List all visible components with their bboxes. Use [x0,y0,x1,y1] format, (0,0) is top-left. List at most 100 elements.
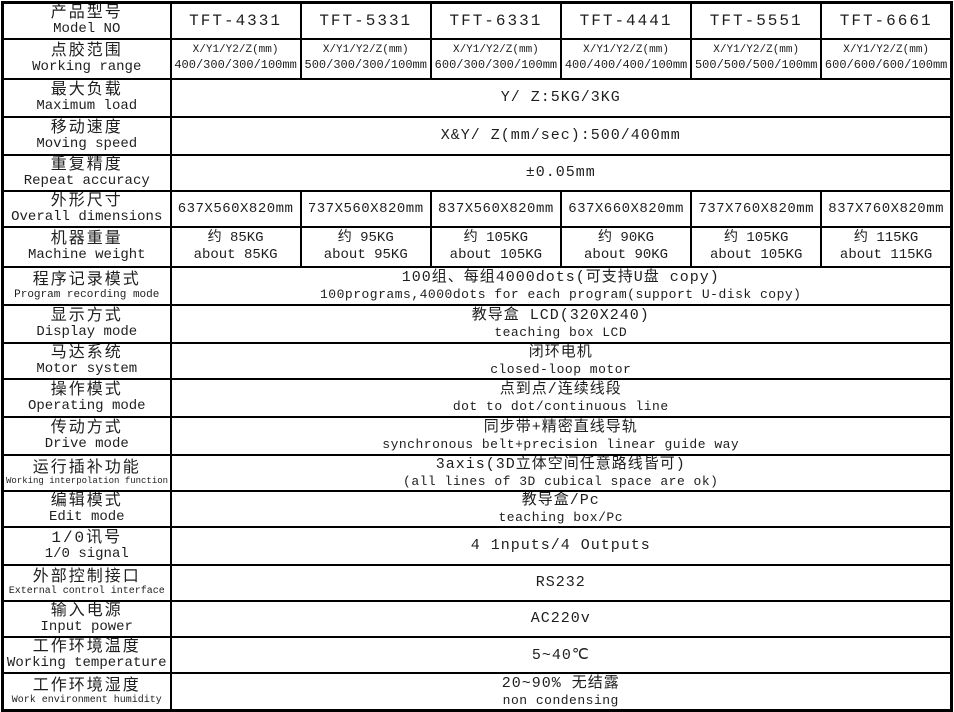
drive-mode-value: 同步带+精密直线导轨 synchronous belt+precision li… [169,415,953,456]
edit-mode-value: 教导盒/Pc teaching box/Pc [169,489,953,528]
value-line-2: closed-loop motor [490,361,632,377]
weight-en: about 95KG [323,247,408,264]
io-signal-value: 4 1nputs/4 Outputs [169,525,953,566]
row-label-en: Work environment humidity [11,695,162,706]
value-line-1: 3axis(3D立体空间任意路线皆可) [435,455,686,473]
row-label: 重复精度 Repeat accuracy [1,153,172,192]
weight-zh: 约 90KG [598,230,655,247]
row-label-zh: 产品型号 [50,4,123,22]
row-label-zh: 显示方式 [50,306,123,325]
row-io-signal: 1/0讯号 1/0 signal 4 1nputs/4 Outputs [1,525,953,566]
working-range-cell: X/Y1/Y2/Z(mm) 400/400/400/100mm [559,37,693,80]
row-label-en: Edit mode [48,509,125,526]
moving-speed-value: X&Y/ Z(mm/sec):500/400mm [169,115,953,156]
weight-zh: 约 115KG [853,230,919,247]
external-control-value: RS232 [169,563,953,602]
row-label: 外形尺寸 Overall dimensions [1,189,172,228]
row-label: 传动方式 Drive mode [1,415,172,456]
row-label-en: Input power [40,619,133,636]
dimensions-cell: 737X560X820mm [299,189,432,228]
dimensions-cell: 637X660X820mm [559,189,693,228]
working-temperature-value: 5~40℃ [169,635,953,674]
value-line-2: teaching box LCD [494,324,628,340]
weight-cell: 约 105KG about 105KG [690,225,823,268]
row-label-en: Moving speed [36,136,138,153]
row-label-zh: 程序记录模式 [32,270,141,289]
value-line-2: 100programs,4000dots for each program(su… [320,286,802,302]
working-range-cell: X/Y1/Y2/Z(mm) 600/600/600/100mm [820,37,953,80]
weight-en: about 105KG [449,247,543,264]
row-label-en: External control interface [8,586,165,598]
dimensions-cell: 837X560X820mm [429,189,562,228]
row-label: 操作模式 Operating mode [1,377,172,418]
weight-zh: 约 105KG [463,230,529,247]
display-mode-value: 教导盒 LCD(320X240) teaching box LCD [169,303,953,344]
row-label-en: Working interpolation function [6,476,169,487]
value-line-1: 100组、每组4000dots(可支持U盘 copy) [401,268,720,286]
row-label: 程序记录模式 Program recording mode [1,265,172,306]
range-axes: X/Y1/Y2/Z(mm) [583,44,669,57]
row-operating-mode: 操作模式 Operating mode 点到点/连续线段 dot to dot/… [1,377,953,418]
row-display-mode: 显示方式 Display mode 教导盒 LCD(320X240) teach… [1,303,953,344]
row-label: 马达系统 Motor system [1,341,172,380]
working-range-cell: X/Y1/Y2/Z(mm) 400/300/300/100mm [169,37,302,80]
row-label-en: Program recording mode [14,288,160,301]
row-model-no: 产品型号 Model NO TFT-4331 TFT-5331 TFT-6331… [1,1,953,40]
range-values: 500/300/300/100mm [304,58,427,73]
working-range-cell: X/Y1/Y2/Z(mm) 600/300/300/100mm [429,37,562,80]
weight-cell: 约 95KG about 95KG [299,225,432,268]
program-recording-value: 100组、每组4000dots(可支持U盘 copy) 100programs,… [169,265,953,306]
weight-cell: 约 90KG about 90KG [559,225,693,268]
row-label-zh: 传动方式 [50,418,123,437]
model-cell: TFT-6331 [429,1,562,40]
row-label-zh: 移动速度 [50,118,123,137]
row-label-zh: 机器重量 [50,229,123,248]
range-values: 400/300/300/100mm [174,58,297,73]
range-axes: X/Y1/Y2/Z(mm) [843,44,930,57]
row-drive-mode: 传动方式 Drive mode 同步带+精密直线导轨 synchronous b… [1,415,953,456]
range-values: 600/300/300/100mm [434,58,558,73]
row-overall-dimensions: 外形尺寸 Overall dimensions 637X560X820mm 73… [1,189,953,228]
row-label-zh: 外形尺寸 [50,191,123,210]
weight-en: about 85KG [193,247,278,264]
row-label: 外部控制接口 External control interface [1,563,172,602]
row-label: 工作环境湿度 Work environment humidity [1,671,172,712]
dimensions-cell: 637X560X820mm [169,189,302,228]
row-moving-speed: 移动速度 Moving speed X&Y/ Z(mm/sec):500/400… [1,115,953,156]
row-input-power: 输入电源 Input power AC220v [1,599,953,638]
row-maximum-load: 最大负载 Maximum load Y/ Z:5KG/3KG [1,77,953,118]
row-label-en: Motor system [36,361,138,378]
repeat-accuracy-value: ±0.05mm [169,153,953,192]
range-values: 600/600/600/100mm [824,58,948,73]
row-label-en: 1/0 signal [44,546,129,563]
row-label-zh: 操作模式 [50,380,123,399]
dimensions-cell: 837X760X820mm [820,189,953,228]
value-line-2: synchronous belt+precision linear guide … [382,436,740,452]
dimensions-cell: 737X760X820mm [690,189,823,228]
range-axes: X/Y1/Y2/Z(mm) [452,44,539,57]
range-axes: X/Y1/Y2/Z(mm) [322,44,409,57]
input-power-value: AC220v [169,599,953,638]
motor-system-value: 闭环电机 closed-loop motor [169,341,953,380]
value-line-2: non condensing [502,692,619,708]
value-line-2: teaching box/Pc [498,509,624,525]
weight-zh: 约 85KG [207,230,264,247]
model-cell: TFT-4441 [559,1,693,40]
value-line-1: 教导盒/Pc [521,491,600,509]
weight-cell: 约 105KG about 105KG [429,225,562,268]
working-range-cell: X/Y1/Y2/Z(mm) 500/300/300/100mm [299,37,432,80]
value-line-1: 闭环电机 [528,343,593,361]
value-line-1: 教导盒 LCD(320X240) [471,306,650,324]
row-label-en: Operating mode [27,398,146,415]
row-label-zh: 最大负载 [50,80,123,99]
range-axes: X/Y1/Y2/Z(mm) [713,44,800,57]
row-label: 移动速度 Moving speed [1,115,172,156]
row-repeat-accuracy: 重复精度 Repeat accuracy ±0.05mm [1,153,953,192]
weight-cell: 约 115KG about 115KG [820,225,953,268]
weight-en: about 115KG [839,247,933,264]
row-label: 最大负载 Maximum load [1,77,172,118]
humidity-value: 20~90% 无结露 non condensing [169,671,953,712]
range-values: 400/400/400/100mm [564,58,688,73]
row-label: 编辑模式 Edit mode [1,489,172,528]
weight-zh: 约 105KG [723,230,789,247]
